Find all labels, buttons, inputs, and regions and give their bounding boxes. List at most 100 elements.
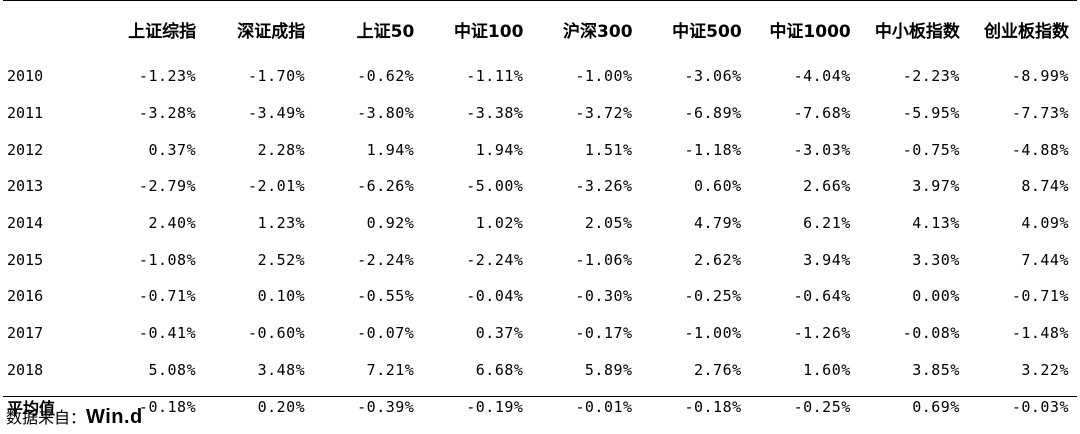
- table-row: 2018 5.08% 3.48% 7.21% 6.68% 5.89% 2.76% 1.60% 3…: [3, 352, 1077, 389]
- table-cell: 0.69%: [912, 397, 960, 416]
- table-cell: -0.17%: [575, 324, 633, 343]
- table-cell: -0.18%: [138, 397, 197, 416]
- row-label: 2011: [7, 104, 44, 123]
- table-cell: -0.71%: [138, 287, 197, 306]
- row-label: 2018: [7, 360, 44, 379]
- table-cell: 2.52%: [257, 250, 306, 269]
- table-cell: -3.72%: [575, 104, 633, 123]
- column-header: 沪深300: [563, 21, 633, 42]
- table-cell: -1.48%: [1011, 324, 1069, 343]
- table-row: 2012 0.37% 2.28% 1.94% 1.94% 1.51% -1.18% -3.03…: [3, 131, 1077, 168]
- table-cell: -4.04%: [793, 67, 851, 86]
- table-cell: -0.75%: [902, 140, 960, 159]
- row-label: 2012: [7, 140, 44, 159]
- table-cell: -2.24%: [466, 250, 524, 269]
- table-cell: 2.76%: [694, 360, 742, 379]
- table-cell: 2.28%: [257, 140, 306, 159]
- table-cell: 1.60%: [803, 360, 851, 379]
- table-cell: 0.20%: [257, 397, 306, 416]
- table-cell: 0.37%: [475, 324, 524, 343]
- table-cell: 5.89%: [584, 360, 633, 379]
- returns-table: 上证综指 深证成指 上证50 中证100 沪深300 中证500 中证1000 …: [3, 0, 1077, 425]
- column-header: 中证500: [672, 21, 742, 42]
- column-header: 上证综指: [128, 21, 197, 42]
- table-row: 2010 -1.23% -1.70% -0.62% -1.11% -1.00% -3.06%…: [3, 58, 1077, 95]
- table-cell: -1.23%: [138, 67, 197, 86]
- table-row: 2015 -1.08% 2.52% -2.24% -2.24% -1.06% 2.62% 3.…: [3, 241, 1077, 278]
- table-cell: -3.38%: [466, 104, 524, 123]
- table-cell: 1.94%: [475, 140, 524, 159]
- table-cell: -1.18%: [684, 140, 742, 159]
- table-cell: -1.06%: [575, 250, 633, 269]
- table-cell: -3.26%: [575, 177, 633, 196]
- table-cell: 3.30%: [912, 250, 960, 269]
- table-cell: 3.97%: [912, 177, 960, 196]
- table-cell: -1.00%: [575, 67, 633, 86]
- table-row: 2017 -0.41% -0.60% -0.07% 0.37% -0.17% -1.00% -…: [3, 315, 1077, 352]
- column-header: 中证1000: [769, 21, 851, 42]
- table-cell: 5.08%: [148, 360, 197, 379]
- table-row: 2016 -0.71% 0.10% -0.55% -0.04% -0.30% -0.25% -…: [3, 278, 1077, 315]
- column-header: 上证50: [356, 21, 415, 42]
- table-cell: -0.18%: [684, 397, 742, 416]
- table-cell: -0.01%: [575, 397, 633, 416]
- column-header: 创业板指数: [984, 21, 1069, 42]
- table-cell: -0.39%: [357, 397, 415, 416]
- row-label: 2010: [7, 67, 44, 86]
- table-cell: -0.64%: [793, 287, 851, 306]
- column-header: 中证100: [453, 21, 524, 42]
- column-header: 中小板指数: [874, 21, 960, 42]
- table-cell: 8.74%: [1021, 177, 1069, 196]
- row-label: 2015: [7, 250, 44, 269]
- table-cell: 2.62%: [694, 250, 742, 269]
- header-row: 上证综指 深证成指 上证50 中证100 沪深300 中证500 中证1000 …: [3, 0, 1077, 58]
- table-row: 2011 -3.28% -3.49% -3.80% -3.38% -3.72% -6.89%…: [3, 95, 1077, 132]
- table-cell: 4.09%: [1021, 214, 1069, 233]
- table-row: 2013 -2.79% -2.01% -6.26% -5.00% -3.26% 0.60% 2…: [3, 168, 1077, 205]
- table-cell: 0.92%: [366, 214, 415, 233]
- table-cell: 6.68%: [475, 360, 524, 379]
- table-cell: -0.04%: [466, 287, 524, 306]
- table-header: 上证综指 深证成指 上证50 中证100 沪深300 中证500 中证1000 …: [3, 0, 1077, 58]
- table-cell: -1.00%: [684, 324, 742, 343]
- table-cell: -6.26%: [357, 177, 415, 196]
- table-cell: -0.08%: [902, 324, 960, 343]
- table-body: 2010 -1.23% -1.70% -0.62% -1.11% -1.00% -3.06%…: [3, 58, 1077, 425]
- header-corner: [3, 0, 95, 58]
- table-cell: -5.95%: [902, 104, 960, 123]
- table-cell: -2.79%: [138, 177, 197, 196]
- source-note: 数据来自：Win.d: [6, 404, 143, 429]
- table-cell: -6.89%: [684, 104, 742, 123]
- table-cell: -0.25%: [684, 287, 742, 306]
- table-cell: 1.94%: [366, 140, 415, 159]
- table-row: 2014 2.40% 1.23% 0.92% 1.02% 2.05% 4.79% 6.21% 4…: [3, 205, 1077, 242]
- table-cell: -0.07%: [357, 324, 415, 343]
- table-cell: -5.00%: [466, 177, 524, 196]
- table-cell: 0.60%: [694, 177, 742, 196]
- table-cell: -0.19%: [466, 397, 524, 416]
- top-rule: [3, 0, 1077, 1]
- table-cell: -2.24%: [357, 250, 415, 269]
- table-cell: 3.48%: [257, 360, 306, 379]
- row-label: 2016: [7, 287, 44, 306]
- table-cell: -3.80%: [357, 104, 415, 123]
- table-cell: -0.30%: [575, 287, 633, 306]
- table-cell: -7.68%: [793, 104, 851, 123]
- table-cell: -3.28%: [138, 104, 197, 123]
- table-cell: 3.85%: [912, 360, 960, 379]
- bottom-rule: [3, 396, 1077, 397]
- table-cell: 6.21%: [803, 214, 851, 233]
- table-cell: 3.22%: [1021, 360, 1069, 379]
- table-cell: -0.55%: [357, 287, 415, 306]
- table-cell: -8.99%: [1011, 67, 1069, 86]
- table-cell: -1.70%: [248, 67, 306, 86]
- table-cell: 0.10%: [257, 287, 306, 306]
- source-brand: Win.d: [86, 406, 143, 428]
- table-cell: 1.02%: [475, 214, 524, 233]
- table-cell: -3.06%: [684, 67, 742, 86]
- row-label: 2014: [7, 214, 44, 233]
- source-label: 数据来自：: [6, 408, 87, 427]
- table-cell: -2.23%: [902, 67, 960, 86]
- table-cell: -7.73%: [1011, 104, 1069, 123]
- table-cell: -0.71%: [1011, 287, 1069, 306]
